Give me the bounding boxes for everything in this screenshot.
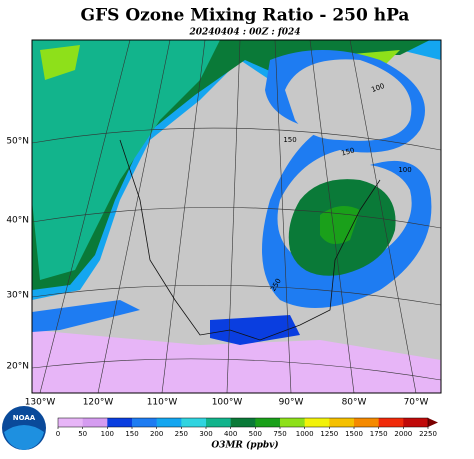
lat-label: 30°N — [6, 291, 29, 301]
ozone-band — [210, 315, 300, 345]
colorbar-swatch — [354, 418, 379, 427]
logo-wave — [4, 425, 44, 450]
ozone-low — [285, 59, 412, 141]
ozone-region — [32, 40, 220, 280]
noaa-logo: NOAA — [2, 406, 46, 450]
colorbar-swatch — [58, 418, 83, 427]
colorbar-tick-label: 750 — [273, 430, 286, 438]
colorbar-swatch — [304, 418, 330, 427]
colorbar-frame — [57, 417, 429, 428]
subtitle: 20240404 : 00Z : f024 — [188, 28, 300, 38]
lon-label: 70°W — [404, 398, 429, 408]
logo-text: NOAA — [13, 414, 36, 422]
colorbar-tick-label: 1500 — [345, 430, 363, 438]
ozone-region — [320, 206, 360, 244]
colorbar-tick-label: 500 — [249, 430, 262, 438]
lon-label: 110°W — [147, 398, 178, 408]
contour-label: 100 — [398, 166, 411, 174]
colorbar-swatch — [280, 418, 305, 427]
contour-label: 150 — [283, 136, 296, 144]
ozone-band — [32, 300, 140, 332]
low-ozone-region — [32, 330, 441, 393]
lon-label: 130°W — [25, 398, 56, 408]
colorbar-tick-label: 100 — [101, 430, 114, 438]
ozone-region — [40, 45, 400, 80]
graticule — [32, 40, 441, 393]
colorbar-tick-label: 150 — [125, 430, 138, 438]
lon-label: 80°W — [342, 398, 367, 408]
contour-label: 150 — [341, 146, 356, 157]
colorbar-tick-label: 0 — [56, 430, 60, 438]
colorbar-swatch — [378, 418, 404, 427]
colorbar-extend — [428, 418, 438, 427]
colorbar-swatch — [132, 418, 157, 427]
colorbar-tick-label: 2250 — [419, 430, 437, 438]
colorbar-swatch — [206, 418, 231, 427]
colorbar-swatch — [329, 418, 355, 427]
colorbar-swatch — [107, 418, 133, 427]
colorbar-tick-label: 200 — [150, 430, 163, 438]
colorbar-tick-label: 300 — [199, 430, 212, 438]
colorbar-tick-label: 1250 — [320, 430, 338, 438]
colorbar-tick-label: 50 — [78, 430, 87, 438]
colorbar-swatch — [230, 418, 256, 427]
colorbar-swatch — [403, 418, 429, 427]
lon-label: 100°W — [212, 398, 243, 408]
colorbar-tick-label: 1750 — [370, 430, 388, 438]
lon-label: 90°W — [279, 398, 304, 408]
lat-label: 20°N — [6, 362, 29, 372]
colorbar-label: O3MR (ppbv) — [211, 440, 278, 451]
colorbar-swatch — [255, 418, 281, 427]
colorbar-swatch — [181, 418, 207, 427]
map — [31, 39, 442, 394]
lat-label: 50°N — [6, 137, 29, 147]
colorbar-tick-label: 2000 — [394, 430, 412, 438]
coastline — [119, 139, 381, 341]
lat-label: 40°N — [6, 216, 29, 226]
title: GFS Ozone Mixing Ratio - 250 hPa — [81, 6, 410, 26]
colorbar-tick-label: 400 — [224, 430, 237, 438]
map-frame — [31, 39, 442, 394]
lon-label: 120°W — [83, 398, 114, 408]
colorbar-swatch — [82, 418, 108, 427]
colorbar-swatch — [156, 418, 182, 427]
colorbar-tick-label: 1000 — [296, 430, 314, 438]
colorbar-tick-label: 250 — [175, 430, 188, 438]
